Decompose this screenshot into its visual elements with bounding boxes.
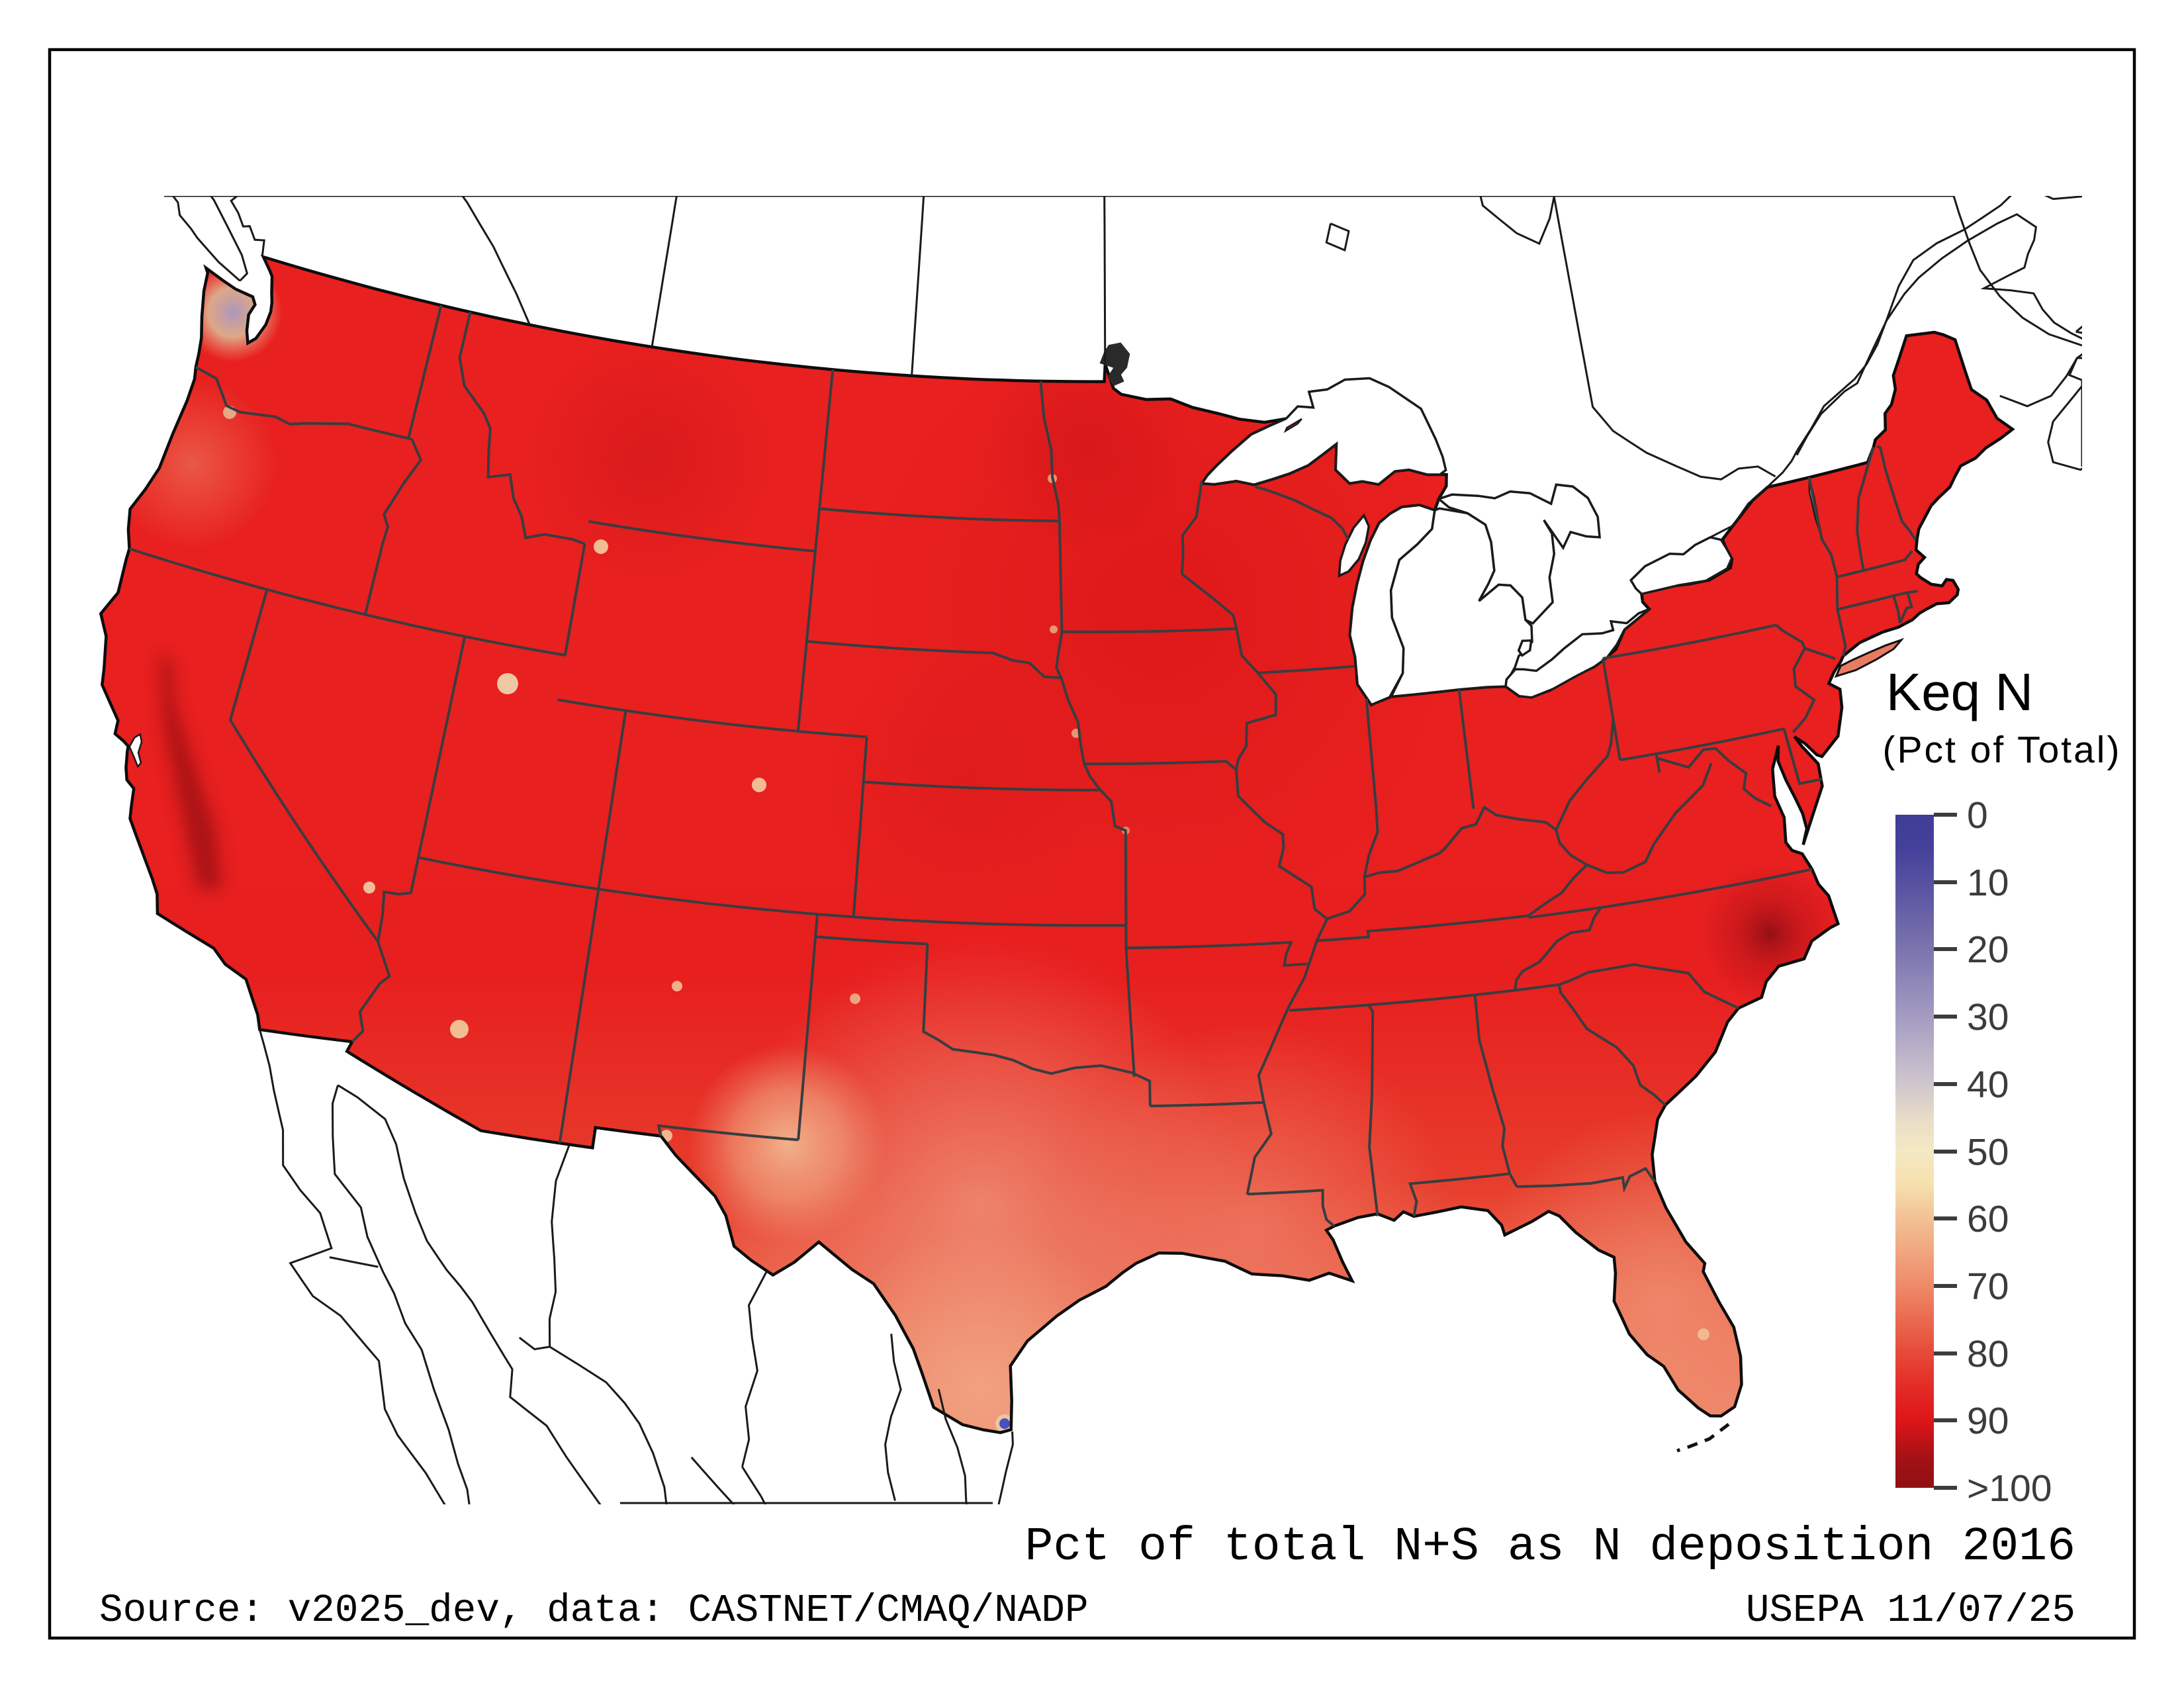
svg-text:>100: >100 xyxy=(1967,1467,2052,1510)
svg-text:0: 0 xyxy=(1967,794,1988,837)
svg-text:10: 10 xyxy=(1967,862,2009,904)
svg-text:Source: v2025_dev, data: CASTN: Source: v2025_dev, data: CASTNET/CMAQ/NA… xyxy=(99,1588,1089,1633)
svg-text:40: 40 xyxy=(1967,1064,2009,1106)
svg-text:(Pct of Total): (Pct of Total) xyxy=(1883,729,2122,771)
svg-text:80: 80 xyxy=(1967,1333,2009,1375)
svg-text:Pct of total N+S as N depositi: Pct of total N+S as N deposition 2016 xyxy=(1024,1520,2075,1574)
svg-text:USEPA 11/07/25: USEPA 11/07/25 xyxy=(1746,1588,2075,1633)
svg-text:70: 70 xyxy=(1967,1265,2009,1308)
svg-text:Keq N: Keq N xyxy=(1886,663,2033,721)
svg-text:60: 60 xyxy=(1967,1198,2009,1240)
svg-text:90: 90 xyxy=(1967,1400,2009,1442)
svg-text:30: 30 xyxy=(1967,996,2009,1038)
svg-text:20: 20 xyxy=(1967,929,2009,971)
svg-text:50: 50 xyxy=(1967,1131,2009,1173)
